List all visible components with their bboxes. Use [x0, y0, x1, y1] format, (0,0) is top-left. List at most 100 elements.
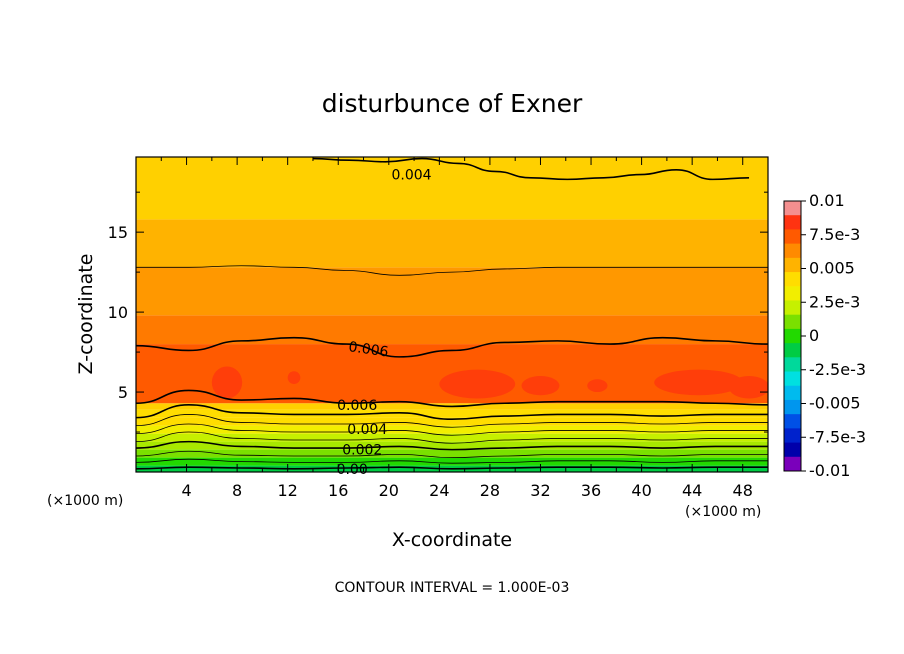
colorbar-swatch-1 — [784, 215, 801, 230]
colorbar-swatch-6 — [784, 286, 801, 301]
contour-label-1: 0.006 — [347, 339, 389, 360]
colorbar-swatch-13 — [784, 385, 801, 401]
colorbar-label-4: 0 — [809, 326, 819, 345]
colorbar-swatch-14 — [784, 399, 801, 415]
colorbar-swatch-17 — [784, 442, 801, 458]
contour-interval-note: CONTOUR INTERVAL = 1.000E-03 — [335, 580, 570, 596]
colorbar-label-5: -2.5e-3 — [809, 360, 866, 379]
contour-line-3 — [136, 440, 768, 451]
chart-title: disturbunce of Exner — [322, 89, 583, 118]
colorbar-label-1: 7.5e-3 — [809, 225, 860, 244]
band-7 — [136, 409, 768, 418]
colorbar-swatch-12 — [784, 371, 801, 387]
colorbar-label-2: 0.005 — [809, 259, 855, 278]
contour-label-5: 0.00 — [337, 462, 368, 478]
y-tick-label-0: 5 — [118, 383, 128, 402]
x-tick-label-3: 16 — [328, 481, 348, 500]
contour-label-text-4: 0.002 — [342, 443, 382, 459]
x-axis-title: X-coordinate — [392, 529, 512, 551]
contour-line-7 — [136, 404, 768, 421]
x-tick-label-7: 32 — [530, 481, 550, 500]
x-tick-label-9: 40 — [631, 481, 651, 500]
contour-line-1 — [136, 458, 768, 464]
x-tick-label-8: 36 — [581, 481, 601, 500]
contour-label-text-2: 0.006 — [337, 398, 377, 414]
contour-line-9 — [136, 336, 768, 358]
colorbar-swatch-5 — [784, 272, 801, 287]
y-tick-label-2: 15 — [108, 223, 128, 242]
contour-line-5 — [136, 423, 768, 436]
band-10 — [136, 315, 768, 345]
x-tick-label-10: 44 — [682, 481, 702, 500]
colorbar-swatch-18 — [784, 456, 801, 472]
colorbar-swatch-4 — [784, 257, 801, 273]
contour-line-8 — [136, 389, 768, 408]
colorbar-swatch-3 — [784, 243, 801, 259]
hotspot-2 — [521, 376, 560, 396]
plot-frame — [135, 156, 769, 473]
band-13 — [136, 157, 768, 220]
contour-labels: 0.004 0.006 0.006 0.004 0.002 0.00 — [337, 168, 432, 478]
hotspot-0 — [211, 366, 243, 399]
contour-line-10 — [136, 265, 768, 276]
x-tick-label-1: 8 — [232, 481, 242, 500]
x-tick-label-2: 12 — [278, 481, 298, 500]
colorbar: 0.01 7.5e-3 0.005 2.5e-3 0 -2.5e-3 -0.005 -7.5e… — [783, 191, 866, 480]
band-2 — [136, 449, 768, 458]
contour-label-2: 0.006 — [337, 398, 377, 414]
x-tick-label-6: 28 — [480, 481, 500, 500]
y-tick-label-1: 10 — [108, 303, 128, 322]
hotspot-6 — [444, 374, 465, 391]
colorbar-label-6: -0.005 — [809, 394, 861, 413]
contour-label-0: 0.004 — [392, 168, 432, 184]
colorbar-swatch-9 — [784, 328, 801, 344]
hotspot-7 — [587, 379, 608, 393]
band-6 — [136, 417, 768, 426]
hotspot-5 — [287, 371, 301, 385]
x-tick-label-4: 20 — [379, 481, 399, 500]
filled-bands — [136, 157, 768, 472]
band-3 — [136, 441, 768, 450]
x-tick-label-11: 48 — [733, 481, 753, 500]
colorbar-label-3: 2.5e-3 — [809, 292, 860, 311]
x-axis-unit-left: (×1000 m) — [47, 493, 123, 509]
hotspot-3 — [654, 369, 743, 396]
hotspot-4 — [728, 376, 768, 399]
colorbar-swatch-0 — [784, 201, 801, 216]
colorbar-swatch-10 — [784, 343, 801, 358]
colorbar-swatch-8 — [784, 314, 801, 330]
band-11 — [136, 267, 768, 316]
colorbar-label-0: 0.01 — [809, 191, 845, 210]
band-5 — [136, 425, 768, 434]
contour-line-6 — [136, 414, 768, 428]
contour-label-text-3: 0.004 — [347, 422, 387, 438]
contour-line-2 — [136, 450, 768, 459]
colorbar-label-8: -0.01 — [809, 461, 850, 480]
colorbar-swatch-7 — [784, 300, 801, 316]
band-4 — [136, 433, 768, 442]
colorbar-swatch-11 — [784, 357, 801, 373]
contour-line-11 — [312, 157, 750, 181]
contour-line-0 — [136, 466, 768, 470]
y-axis-title: Z-coordinate — [75, 254, 97, 375]
plot-area — [136, 157, 768, 472]
contour-label-3: 0.004 — [347, 422, 387, 438]
contour-label-text-5: 0.00 — [337, 462, 368, 478]
x-tick-label-5: 24 — [429, 481, 449, 500]
contour-lines — [136, 157, 768, 470]
band-12 — [136, 219, 768, 268]
x-tick-label-0: 4 — [181, 481, 191, 500]
contour-label-text-1: 0.006 — [347, 339, 389, 360]
colorbar-label-7: -7.5e-3 — [809, 427, 866, 446]
colorbar-swatch-15 — [784, 414, 801, 429]
colorbar-swatch-16 — [784, 428, 801, 444]
contour-label-text-0: 0.004 — [392, 168, 432, 184]
band-1 — [136, 457, 768, 466]
max-hotspots — [211, 366, 768, 399]
colorbar-swatch-2 — [784, 229, 801, 245]
contour-line-4 — [136, 431, 768, 444]
x-axis-unit-right: (×1000 m) — [685, 504, 761, 520]
contour-label-4: 0.002 — [342, 443, 382, 459]
